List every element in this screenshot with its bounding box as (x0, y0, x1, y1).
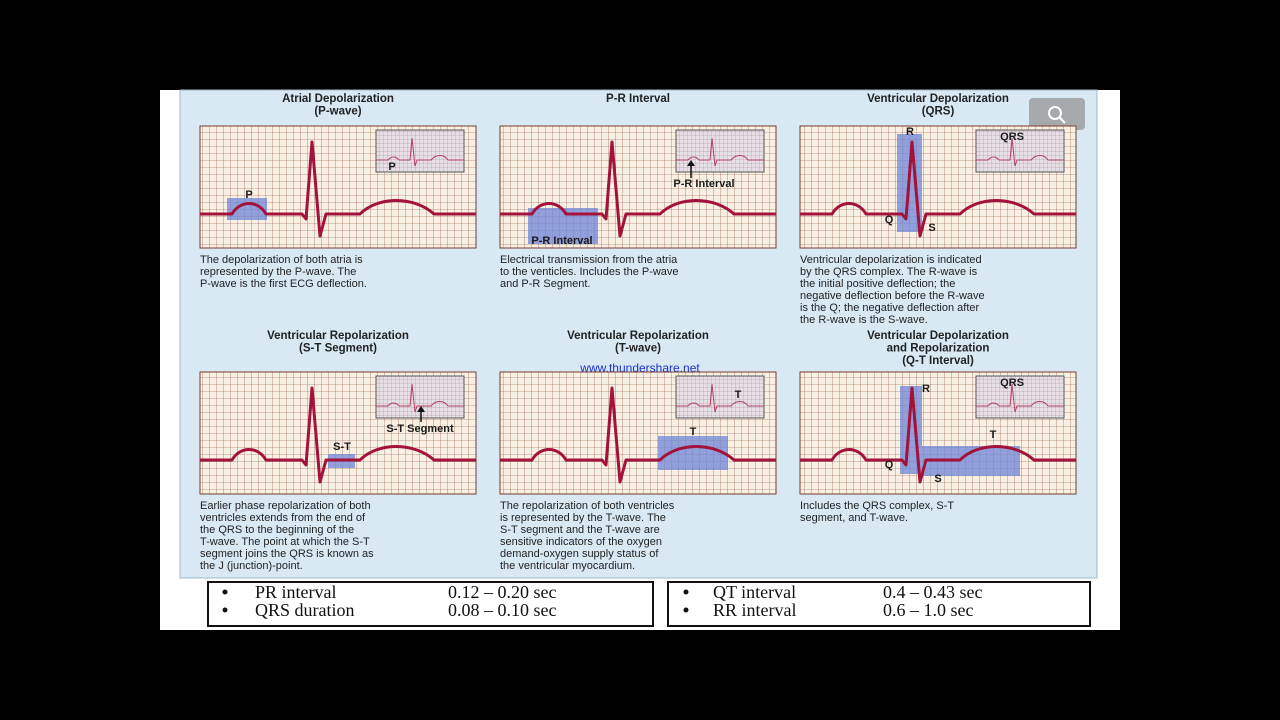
description: sensitive indicators of the oxygen (500, 536, 662, 548)
ecg-trace (200, 386, 476, 484)
wave-label: S (928, 222, 935, 234)
zoom-button[interactable] (1029, 98, 1085, 130)
description: S-T segment and the T-wave are (500, 524, 660, 536)
description: the QRS to the beginning of the (200, 524, 354, 536)
description: ventricles extends from the end of (200, 512, 366, 524)
description: and P-R Segment. (500, 278, 591, 290)
wave-label: R (922, 383, 930, 395)
inset (975, 375, 1065, 419)
wave-label: S-T Segment (386, 423, 454, 435)
panel-title: (P-wave) (314, 106, 361, 118)
arrow-head (687, 160, 695, 166)
description: T-wave. The point at which the S-T (200, 536, 370, 548)
interval-name: PR interval (255, 582, 337, 602)
wave-label: T (735, 389, 742, 401)
description: by the QRS complex. The R-wave is (800, 266, 978, 278)
inset-trace (376, 383, 464, 413)
description: The depolarization of both atria is (200, 254, 363, 266)
panel-title: (QRS) (922, 106, 955, 118)
wave-label: QRS (1000, 377, 1024, 389)
bullet (683, 589, 689, 595)
description: Electrical transmission from the atria (500, 254, 678, 266)
zoom-icon (1048, 106, 1062, 120)
ecg-trace (500, 140, 776, 238)
wave-label: T (990, 429, 997, 441)
inset-trace (976, 137, 1064, 167)
panel-title: (T-wave) (615, 343, 661, 355)
wave-label: QRS (1000, 131, 1024, 143)
description: the R-wave is the S-wave. (800, 314, 928, 326)
description: segment joins the QRS is known as (200, 548, 374, 560)
panel-title: Ventricular Depolarization (867, 330, 1009, 342)
description: the J (junction)-point. (200, 560, 303, 572)
bullet (222, 607, 228, 613)
panel-title: and Repolarization (887, 343, 990, 355)
wave-label: P (388, 161, 395, 173)
panel-title: Ventricular Repolarization (567, 330, 709, 342)
interval-value: 0.12 – 0.20 sec (448, 582, 556, 602)
wave-label: P (245, 189, 252, 201)
wave-label: R (906, 126, 914, 138)
panel-title: Ventricular Repolarization (267, 330, 409, 342)
ecg-trace (200, 140, 476, 238)
inset-trace (376, 137, 464, 167)
description: to the venticles. Includes the P-wave (500, 266, 679, 278)
panel-title: Atrial Depolarization (282, 93, 394, 105)
ecg-trace (800, 140, 1076, 238)
interval-name: QT interval (713, 582, 796, 602)
bullet (683, 607, 689, 613)
description: Earlier phase repolarization of both (200, 500, 371, 512)
interval-value: 0.6 – 1.0 sec (883, 600, 973, 620)
panel-title: P-R Interval (606, 93, 670, 105)
highlight (227, 198, 267, 220)
wave-label: S (934, 473, 941, 485)
arrow-head (417, 406, 425, 412)
description: Ventricular depolarization is indicated (800, 254, 982, 266)
inset (975, 129, 1065, 173)
description: The repolarization of both ventricles (500, 500, 675, 512)
description: Includes the QRS complex, S-T (800, 500, 954, 512)
inset-trace (676, 137, 764, 167)
inset (375, 129, 465, 173)
zoom-icon (1058, 116, 1066, 124)
wave-label: Q (885, 459, 894, 471)
panel-title: (S-T Segment) (299, 343, 377, 355)
interval-value: 0.4 – 0.43 sec (883, 582, 982, 602)
description: negative deflection before the R-wave (800, 290, 985, 302)
wave-label: P-R Interval (673, 178, 734, 190)
interval-name: QRS duration (255, 600, 355, 620)
description: the ventricular myocardium. (500, 560, 635, 572)
description: is the Q; the negative deflection after (800, 302, 980, 314)
interval-name: RR interval (713, 600, 797, 620)
panel-title: Ventricular Depolarization (867, 93, 1009, 105)
description: represented by the P-wave. The (200, 266, 356, 278)
panel-title: (Q-T Interval) (902, 355, 974, 367)
wave-label: S-T (333, 441, 351, 453)
interval-box (667, 581, 1091, 627)
wave-label: P-R Interval (531, 235, 592, 247)
description: demand-oxygen supply status of (500, 548, 659, 560)
inset (375, 375, 465, 419)
inset (675, 375, 765, 419)
description: P-wave is the first ECG deflection. (200, 278, 367, 290)
ecg-trace (500, 386, 776, 484)
description: is represented by the T-wave. The (500, 512, 666, 524)
description: the initial positive deflection; the (800, 278, 955, 290)
wave-label: T (690, 426, 697, 438)
wave-label: Q (885, 214, 894, 226)
inset-trace (676, 383, 764, 413)
inset-trace (976, 383, 1064, 413)
interval-box (207, 581, 654, 627)
interval-value: 0.08 – 0.10 sec (448, 600, 556, 620)
bullet (222, 589, 228, 595)
ecg-trace (800, 386, 1076, 484)
description: segment, and T-wave. (800, 512, 908, 524)
